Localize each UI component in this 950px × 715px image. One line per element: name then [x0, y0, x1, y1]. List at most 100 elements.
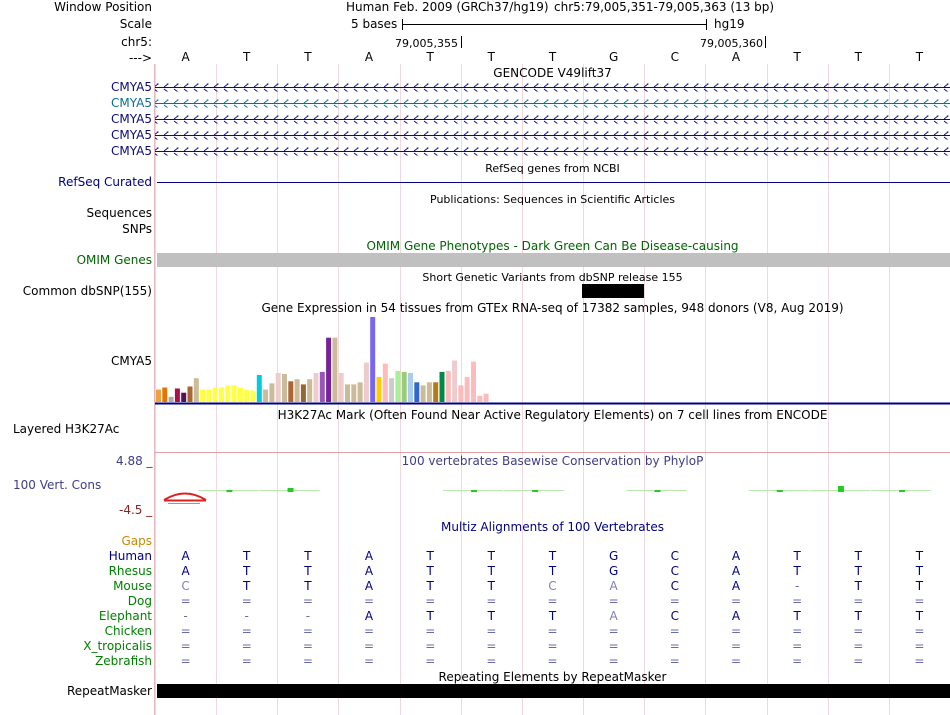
gtex-tissue-bar [250, 390, 256, 402]
gtex-tissue-bar [445, 370, 451, 402]
phylop-label[interactable]: 100 Vert. Cons [13, 478, 102, 492]
gtex-tissue-bar [319, 371, 325, 402]
gencode-gene-label[interactable]: CMYA5 [111, 128, 152, 142]
multiz-base: = [364, 624, 375, 638]
publications-snps-label[interactable]: SNPs [122, 222, 152, 236]
gtex-tissue-bar [332, 337, 338, 402]
multiz-species-label[interactable]: Human [108, 549, 152, 563]
multiz-base: = [180, 654, 191, 668]
multiz-base: = [486, 624, 497, 638]
multiz-base: T [854, 549, 862, 563]
gtex-tissue-bar [200, 389, 206, 402]
multiz-base: C [670, 579, 679, 593]
repeatmasker-label[interactable]: RepeatMasker [66, 684, 152, 698]
multiz-title: Multiz Alignments of 100 Vertebrates [440, 520, 665, 534]
multiz-base: T [487, 579, 496, 593]
multiz-base: = [914, 594, 925, 608]
base-letter: T [854, 50, 862, 64]
multiz-species-label[interactable]: Chicken [104, 624, 152, 638]
gtex-tissue-bar [370, 317, 376, 402]
multiz-base: = [669, 624, 680, 638]
multiz-gaps-label[interactable]: Gaps [121, 534, 152, 548]
multiz-base: = [302, 594, 313, 608]
multiz-base: = [853, 624, 864, 638]
multiz-base: T [487, 564, 496, 578]
position-readout: chr5:79,005,351-79,005,363 (13 bp) [554, 0, 775, 14]
multiz-species-label[interactable]: Mouse [113, 579, 152, 593]
gtex-tissue-bar [338, 373, 344, 402]
multiz-base: = [853, 654, 864, 668]
gtex-tissue-bar [174, 388, 180, 402]
gencode-gene-label[interactable]: CMYA5 [111, 96, 152, 110]
multiz-base: T [243, 579, 251, 593]
multiz-base: T [487, 549, 496, 563]
multiz-base: T [793, 609, 801, 623]
multiz-base: T [426, 579, 434, 593]
multiz-base: - [794, 579, 800, 593]
multiz-base: T [426, 564, 434, 578]
phylop-title: 100 vertebrates Basewise Conservation by… [401, 454, 704, 468]
publications-sequences-label[interactable]: Sequences [86, 206, 152, 220]
gencode-strand-arrows [155, 147, 950, 156]
multiz-species-label[interactable]: Zebrafish [95, 654, 152, 668]
repeatmasker-title: Repeating Elements by RepeatMasker [438, 670, 667, 684]
multiz-base: A [181, 564, 190, 578]
multiz-base: = [486, 654, 497, 668]
gtex-tissue-bar [300, 384, 306, 402]
omim-label[interactable]: OMIM Genes [76, 253, 152, 267]
phylop-score-bar [654, 490, 661, 492]
multiz-base: = [241, 624, 252, 638]
gtex-label[interactable]: CMYA5 [111, 354, 152, 368]
multiz-base: C [670, 549, 679, 563]
base-letter: A [364, 50, 374, 64]
multiz-base: G [608, 564, 619, 578]
multiz-base: = [853, 639, 864, 653]
gencode-strand-arrows [155, 131, 950, 140]
refseq-title: RefSeq genes from NCBI [485, 162, 620, 175]
gtex-tissue-bar [414, 382, 420, 402]
multiz-species-label[interactable]: Dog [127, 594, 152, 608]
gtex-title: Gene Expression in 54 tissues from GTEx … [261, 301, 844, 315]
multiz-base: = [425, 594, 436, 608]
multiz-base: = [669, 594, 680, 608]
multiz-species-label[interactable]: X_tropicalis [83, 639, 152, 653]
dbsnp-label[interactable]: Common dbSNP(155) [22, 284, 152, 298]
gtex-tissue-bar [231, 385, 237, 402]
refseq-label[interactable]: RefSeq Curated [58, 175, 152, 189]
multiz-base: = [364, 639, 375, 653]
gtex-tissue-bar [363, 362, 369, 402]
multiz-base: = [608, 624, 619, 638]
multiz-base: C [670, 609, 679, 623]
phylop-score-bar [532, 490, 539, 492]
h3k27ac-label[interactable]: Layered H3K27Ac [13, 422, 120, 436]
multiz-base: - [183, 609, 188, 623]
multiz-base: = [792, 594, 803, 608]
gtex-tissue-bar [401, 371, 407, 402]
scale-label: Scale [119, 17, 152, 31]
gencode-gene-label[interactable]: CMYA5 [111, 144, 152, 158]
base-letter: G [608, 50, 619, 64]
gencode-gene-label[interactable]: CMYA5 [111, 112, 152, 126]
multiz-base: T [426, 549, 434, 563]
multiz-base: = [792, 624, 803, 638]
multiz-base: = [792, 654, 803, 668]
gencode-strand-arrows [155, 83, 950, 92]
multiz-base: = [302, 654, 313, 668]
gencode-gene-label[interactable]: CMYA5 [111, 80, 152, 94]
multiz-base: G [608, 549, 619, 563]
multiz-base: = [241, 639, 252, 653]
gtex-tissue-bar [256, 375, 262, 402]
multiz-base: A [364, 609, 374, 623]
multiz-base: C [181, 579, 190, 593]
multiz-base: A [731, 579, 741, 593]
multiz-species-label[interactable]: Elephant [98, 609, 152, 623]
scale-bases: 5 bases [351, 17, 398, 31]
gtex-tissue-bar [162, 387, 168, 402]
multiz-species-label[interactable]: Rhesus [108, 564, 152, 578]
multiz-base: = [241, 594, 252, 608]
gtex-tissue-bar [181, 392, 187, 402]
multiz-base: T [854, 609, 862, 623]
multiz-base: T [915, 579, 924, 593]
base-letter: A [181, 50, 190, 64]
multiz-base: T [915, 549, 924, 563]
